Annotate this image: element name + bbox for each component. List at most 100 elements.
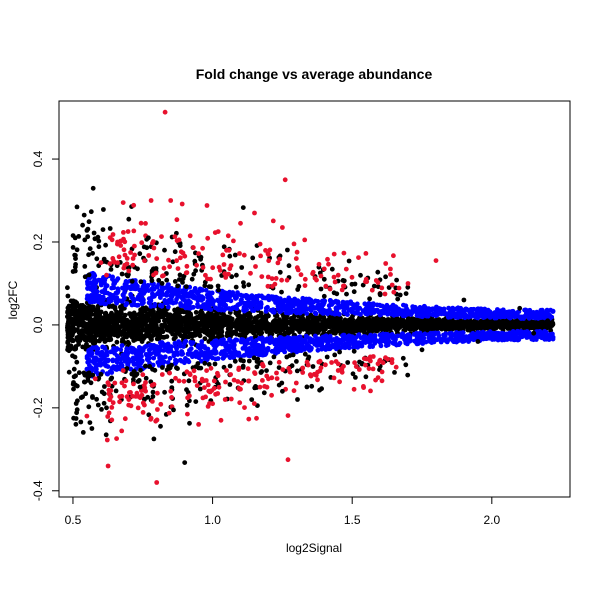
point-blue [427, 307, 433, 313]
point-blue [87, 363, 92, 368]
point-black [159, 281, 165, 286]
point-black [410, 323, 416, 328]
point-black [396, 322, 401, 328]
point-black [149, 278, 155, 283]
point-blue [488, 333, 493, 338]
point-blue [506, 309, 512, 315]
point-blue [369, 306, 374, 311]
point-blue [475, 334, 481, 340]
point-black [241, 280, 246, 285]
point-blue [349, 309, 355, 315]
point-blue [95, 346, 101, 352]
point-blue [487, 314, 492, 320]
point-black [93, 316, 99, 321]
point-blue [318, 309, 324, 315]
point-blue [521, 314, 527, 319]
point-black [246, 358, 252, 364]
point-blue [230, 305, 236, 311]
point-blue [111, 278, 117, 284]
point-black [238, 327, 244, 332]
point-blue [280, 336, 286, 342]
point-blue [335, 304, 341, 310]
point-black [198, 327, 204, 332]
point-black [265, 328, 271, 333]
point-black [97, 337, 103, 343]
point-black [340, 324, 345, 329]
point-blue [299, 338, 305, 343]
point-blue [104, 352, 110, 358]
point-blue [289, 309, 294, 315]
point-blue [185, 358, 191, 363]
point-blue [525, 309, 531, 315]
point-blue [479, 313, 485, 319]
point-black [95, 306, 101, 312]
point-blue [107, 369, 113, 375]
point-black [225, 330, 230, 336]
point-black [143, 319, 149, 324]
point-blue [102, 346, 108, 351]
point-blue [291, 346, 297, 351]
point-black [305, 327, 311, 333]
point-blue [120, 285, 125, 291]
point-blue [314, 343, 320, 348]
point-blue [446, 305, 451, 311]
point-black [358, 272, 363, 278]
point-black [76, 370, 82, 376]
point-blue [132, 362, 138, 367]
point-black [186, 316, 192, 321]
point-blue [430, 338, 435, 344]
point-blue [221, 307, 227, 313]
point-black [114, 325, 120, 331]
point-blue [250, 342, 256, 347]
point-black [216, 287, 221, 293]
point-black [184, 387, 189, 393]
point-black [104, 320, 110, 325]
point-blue [524, 329, 530, 334]
point-blue [296, 335, 302, 340]
point-blue [161, 285, 167, 291]
point-black [65, 330, 71, 335]
point-black [178, 315, 184, 320]
point-blue [91, 274, 97, 280]
point-blue [303, 296, 309, 302]
point-blue [415, 339, 420, 345]
point-black [65, 285, 70, 291]
point-blue [85, 279, 90, 285]
point-black [144, 325, 150, 330]
point-blue [434, 337, 440, 343]
point-blue [158, 347, 163, 353]
point-black [73, 346, 79, 352]
point-blue [206, 302, 212, 307]
point-blue [174, 349, 180, 355]
point-black [138, 367, 143, 373]
point-black [162, 247, 167, 253]
point-blue [296, 345, 302, 351]
point-blue [390, 340, 396, 346]
chart-title: Fold change vs average abundance [196, 66, 433, 82]
point-blue [130, 286, 136, 291]
point-blue [90, 345, 96, 351]
point-blue [400, 334, 406, 339]
point-blue [350, 339, 355, 345]
point-black [107, 326, 112, 332]
point-black [205, 317, 211, 323]
point-blue [386, 338, 392, 344]
point-blue [88, 293, 94, 298]
point-blue [151, 355, 157, 361]
point-blue [480, 308, 486, 314]
point-black [140, 312, 146, 318]
point-blue [417, 305, 423, 310]
point-blue [214, 340, 220, 346]
point-blue [433, 313, 439, 319]
point-blue [335, 299, 341, 305]
point-black [248, 322, 254, 327]
point-black [259, 326, 264, 332]
point-blue [180, 289, 185, 295]
point-blue [92, 285, 98, 290]
point-blue [147, 342, 153, 348]
point-blue [547, 336, 553, 342]
point-blue [247, 353, 253, 359]
point-blue [307, 338, 312, 344]
point-blue [256, 346, 262, 352]
point-black [102, 384, 107, 389]
